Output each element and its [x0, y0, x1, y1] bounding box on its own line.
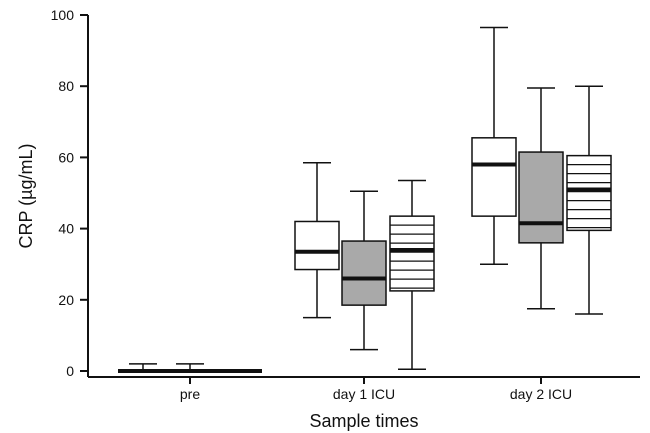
y-tick-label: 100	[51, 7, 75, 23]
box-body	[471, 137, 517, 217]
y-ticks: 0 20 40 60 80 100	[51, 7, 88, 379]
y-tick-label: 60	[58, 149, 74, 165]
box-gray	[518, 87, 564, 310]
box-body	[294, 220, 340, 271]
x-tick-label: day 2 ICU	[510, 386, 572, 402]
box-body	[389, 215, 435, 292]
x-tick-label: pre	[180, 386, 200, 402]
x-ticks: pre day 1 ICU day 2 ICU	[180, 377, 572, 402]
y-tick-label: 80	[58, 78, 74, 94]
box-hatched	[389, 179, 435, 370]
box-white	[294, 161, 340, 319]
y-tick-label: 40	[58, 221, 74, 237]
box-body	[566, 154, 612, 232]
x-tick-label: day 1 ICU	[333, 386, 395, 402]
box-hatched	[566, 85, 612, 315]
y-tick-label: 20	[58, 292, 74, 308]
x-axis-title: Sample times	[309, 411, 418, 431]
y-axis-title: CRP (µg/mL)	[16, 143, 36, 248]
box-body	[518, 151, 564, 244]
pre-group	[118, 363, 262, 373]
box-gray	[341, 190, 387, 351]
boxes	[118, 26, 612, 373]
box-white	[471, 26, 517, 265]
box-body	[341, 240, 387, 306]
y-tick-label: 0	[66, 363, 74, 379]
